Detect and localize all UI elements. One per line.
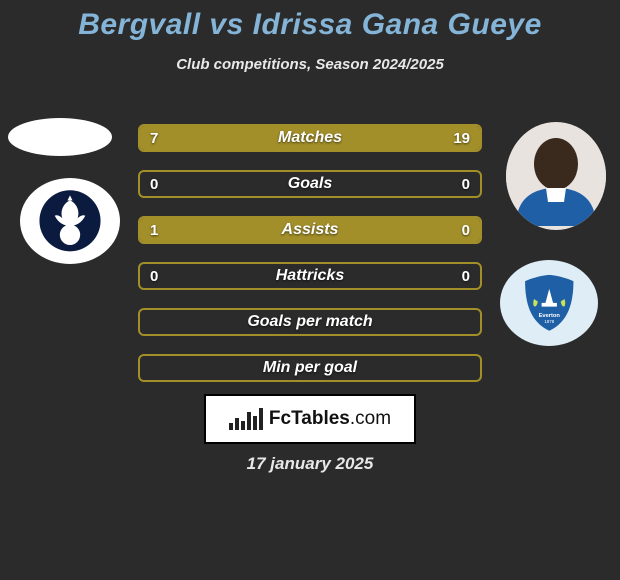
- fctables-logo: FcTables.com: [204, 394, 416, 444]
- svg-text:1878: 1878: [544, 319, 554, 324]
- stat-bar-label: Hattricks: [140, 264, 480, 288]
- stat-bar: Goals0 0: [138, 170, 482, 198]
- stat-bar-label: Min per goal: [140, 356, 480, 380]
- comparison-infographic: Bergvall vs Idrissa Gana Gueye Club comp…: [0, 0, 620, 580]
- club-left-crest: [20, 178, 120, 264]
- stat-value-right: 0: [452, 172, 480, 196]
- stat-bars: Matches719Goals00Assists10Hattricks00Goa…: [138, 124, 482, 400]
- infographic-date: 17 january 2025: [0, 454, 620, 474]
- stat-value-left: 0: [140, 264, 168, 288]
- stat-bar-label: Assists: [140, 218, 480, 242]
- stat-value-left: 0: [140, 172, 168, 196]
- logo-text-light: .com: [350, 408, 391, 429]
- stat-value-right: 0: [452, 218, 480, 242]
- logo-bars-icon: [229, 408, 263, 430]
- stat-value-right: 19: [443, 126, 480, 150]
- page-title: Bergvall vs Idrissa Gana Gueye: [0, 0, 620, 42]
- stat-bar: Hattricks0 0: [138, 262, 482, 290]
- stat-value-right: 0: [452, 264, 480, 288]
- stat-bar: Matches7 19: [138, 124, 482, 152]
- stat-value-left: 1: [140, 218, 168, 242]
- everton-icon: Everton 1878: [513, 271, 586, 335]
- stat-bar: Assists1 0: [138, 216, 482, 244]
- player-silhouette-icon: [506, 122, 606, 230]
- stat-value-left: 7: [140, 126, 168, 150]
- tottenham-icon: [33, 189, 107, 253]
- player-left-photo: [8, 118, 112, 156]
- stat-bar: Min per goal: [138, 354, 482, 382]
- stat-bar: Goals per match: [138, 308, 482, 336]
- stat-bar-label: Goals per match: [140, 310, 480, 334]
- page-subtitle: Club competitions, Season 2024/2025: [0, 56, 620, 73]
- logo-text-bold: FcTables: [269, 408, 350, 429]
- logo-text: FcTables.com: [269, 408, 391, 430]
- stat-bar-label: Matches: [140, 126, 480, 150]
- player-right-photo: [506, 122, 606, 230]
- club-right-crest: Everton 1878: [500, 260, 598, 346]
- stat-bar-label: Goals: [140, 172, 480, 196]
- svg-text:Everton: Everton: [538, 313, 560, 319]
